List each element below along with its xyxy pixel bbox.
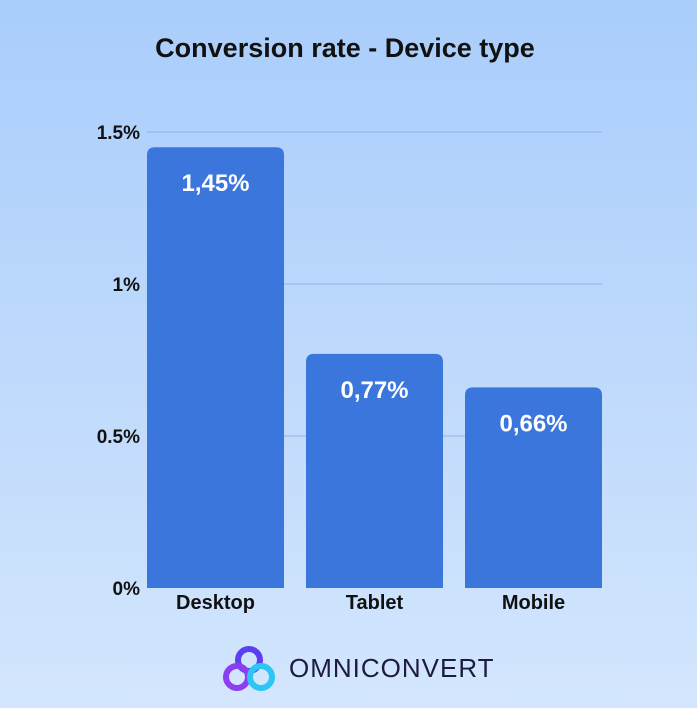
x-category-label: Desktop <box>176 592 255 614</box>
y-tick-label: 1% <box>113 275 141 296</box>
y-tick-label: 0.5% <box>97 427 140 448</box>
bars <box>147 147 602 588</box>
y-tick-label: 1.5% <box>97 123 140 144</box>
x-category-label: Tablet <box>346 592 404 614</box>
bar-value-label: 0,66% <box>499 410 567 437</box>
data-labels: 1,45% 0,77% 0,66% <box>181 170 567 437</box>
x-category-label: Mobile <box>502 592 565 614</box>
x-axis-categories: Desktop Tablet Mobile <box>176 592 565 614</box>
y-tick-label: 0% <box>113 579 141 600</box>
bar-mobile <box>465 387 602 588</box>
bar-tablet <box>306 353 443 588</box>
brand-name: OMNICONVERT <box>289 653 495 683</box>
bar-desktop <box>147 147 284 588</box>
bar-value-label: 1,45% <box>181 170 249 197</box>
chart-title: Conversion rate - Device type <box>155 33 535 63</box>
bar-value-label: 0,77% <box>340 377 408 404</box>
brand-logo: OMNICONVERT <box>223 646 495 691</box>
omniconvert-logo-icon <box>223 646 275 691</box>
y-axis-ticks: 0% 0.5% 1% 1.5% <box>97 123 140 600</box>
